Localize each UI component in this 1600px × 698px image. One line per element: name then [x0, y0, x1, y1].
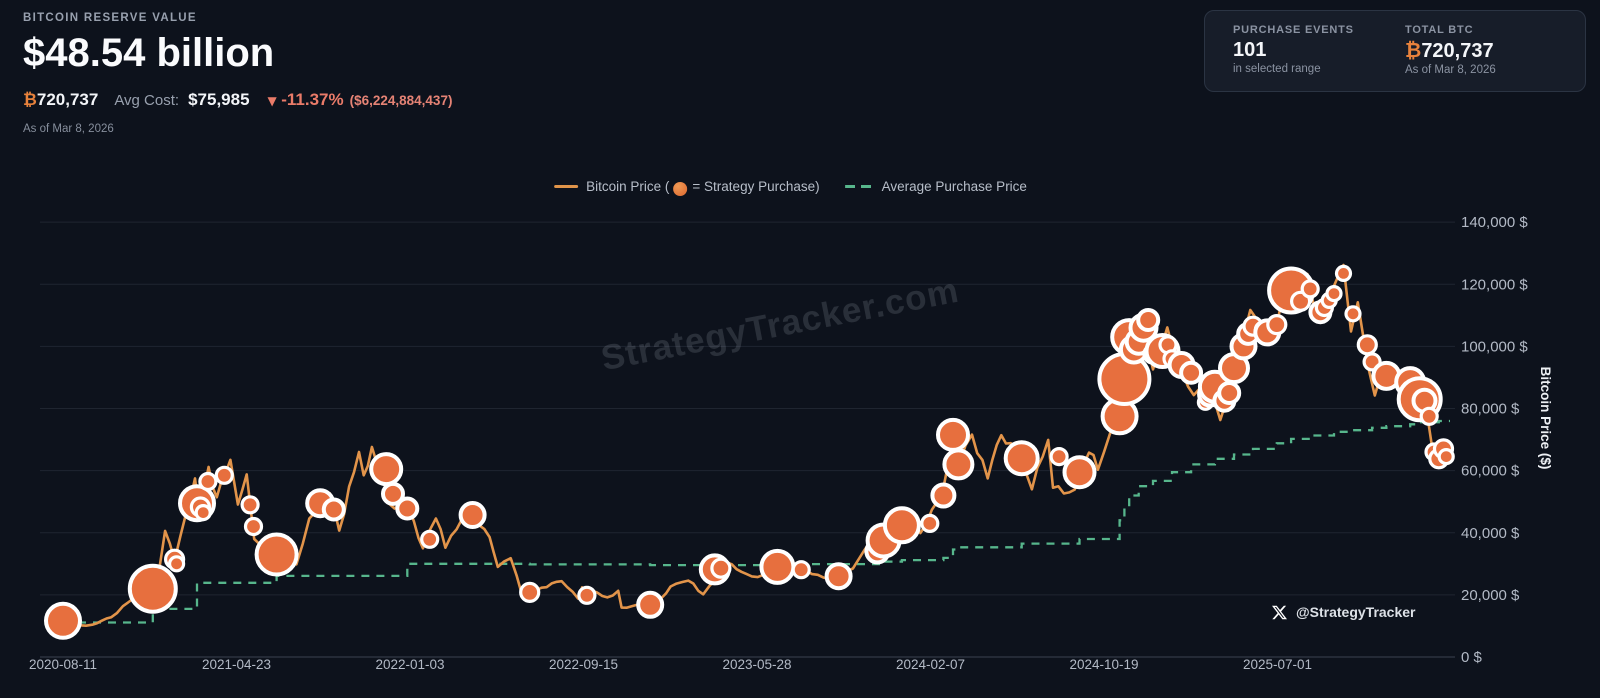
purchase-bubble[interactable]	[936, 417, 970, 452]
change-indicator: ▼ -11.37%	[268, 90, 344, 110]
purchase-bubble[interactable]	[1179, 360, 1204, 385]
purchase-bubble[interactable]	[1136, 308, 1161, 332]
chart-legend: Bitcoin Price ( = Strategy Purchase) Ave…	[554, 179, 1027, 196]
btc-holdings-value: 720,737	[36, 90, 99, 109]
x-tick-label: 2021-04-23	[202, 657, 271, 672]
purchase-bubble[interactable]	[243, 516, 264, 537]
x-logo-icon	[1272, 605, 1287, 619]
purchase-bubble[interactable]	[920, 513, 940, 534]
y-tick-label: 120,000 $	[1461, 276, 1528, 293]
x-tick-label: 2024-10-19	[1069, 657, 1138, 672]
purchase-bubble[interactable]	[214, 465, 234, 485]
purchase-bubble[interactable]	[636, 590, 665, 619]
average-price-dash-swatch	[845, 185, 873, 188]
purchase-bubble[interactable]	[942, 448, 975, 481]
purchase-bubble[interactable]	[824, 562, 853, 591]
legend-price-label-suffix: = Strategy Purchase)	[692, 179, 820, 194]
purchase-bubble[interactable]	[791, 560, 811, 580]
purchase-bubble[interactable]	[44, 601, 82, 640]
purchase-bubble[interactable]	[321, 497, 346, 522]
strategy-purchase-dot-icon	[673, 181, 688, 196]
total-btc-sub: As of Mar 8, 2026	[1405, 64, 1496, 76]
as-of-date: As of Mar 8, 2026	[23, 123, 114, 135]
y-tick-label: 100,000 $	[1461, 338, 1528, 355]
purchase-events-sub: in selected range	[1233, 63, 1321, 75]
btc-icon: ₿	[23, 90, 37, 110]
purchase-bubble[interactable]	[198, 471, 218, 492]
total-btc-stat: TOTAL BTC ₿720,737 As of Mar 8, 2026	[1405, 24, 1577, 82]
purchase-bubble[interactable]	[519, 581, 541, 604]
purchase-bubble[interactable]	[1437, 448, 1455, 466]
reserve-value: $48.54 billion	[23, 31, 275, 75]
purchase-bubble[interactable]	[1300, 279, 1320, 299]
total-btc-label: TOTAL BTC	[1405, 24, 1474, 36]
purchase-bubble[interactable]	[710, 557, 732, 579]
purchase-bubble[interactable]	[1062, 455, 1097, 490]
average-purchase-price-line	[63, 419, 1450, 624]
purchase-bubble[interactable]	[369, 452, 404, 487]
page-title: BITCOIN RESERVE VALUE	[23, 12, 197, 24]
x-tick-label: 2022-01-03	[375, 657, 444, 672]
purchase-bubble[interactable]	[1334, 264, 1353, 282]
purchase-bubble[interactable]	[1419, 406, 1439, 426]
legend-average-label: Average Purchase Price	[881, 179, 1027, 194]
purchase-bubble[interactable]	[254, 532, 299, 577]
purchase-bubble[interactable]	[395, 496, 420, 521]
purchase-bubble[interactable]	[882, 506, 921, 545]
purchase-bubble[interactable]	[420, 529, 440, 549]
x-tick-label: 2022-09-15	[549, 657, 618, 672]
down-arrow-icon: ▼	[267, 94, 277, 108]
stats-panel: PURCHASE EVENTS 101 in selected range TO…	[1204, 10, 1586, 92]
purchase-bubble[interactable]	[240, 495, 260, 515]
purchase-bubble[interactable]	[1003, 440, 1040, 477]
purchase-bubble[interactable]	[194, 503, 212, 522]
x-tick-label: 2024-02-07	[896, 657, 965, 672]
purchase-events-label: PURCHASE EVENTS	[1233, 24, 1354, 36]
btc-holdings: ₿720,737	[23, 90, 98, 110]
purchase-bubble[interactable]	[930, 482, 957, 509]
bitcoin-price-line-swatch	[554, 185, 579, 188]
purchase-bubble[interactable]	[1325, 285, 1343, 303]
y-tick-label: 60,000 $	[1461, 463, 1520, 480]
attribution-handle[interactable]: @StrategyTracker	[1296, 604, 1416, 620]
attribution[interactable]: @StrategyTracker	[1272, 604, 1416, 620]
avg-cost-label: Avg Cost:	[114, 92, 180, 109]
total-btc-value: ₿720,737	[1405, 38, 1494, 62]
x-tick-label: 2023-05-28	[722, 657, 791, 672]
avg-cost-value: $75,985	[188, 90, 250, 109]
purchase-bubble[interactable]	[458, 501, 487, 529]
y-tick-label: 140,000 $	[1461, 214, 1528, 231]
change-percent: -11.37%	[281, 90, 344, 109]
y-tick-label: 20,000 $	[1461, 587, 1520, 604]
change-absolute: ($6,224,884,437)	[349, 93, 453, 108]
purchase-bubble[interactable]	[759, 548, 796, 585]
y-axis-title: Bitcoin Price ($)	[1538, 367, 1553, 470]
y-tick-label: 0 $	[1461, 649, 1483, 666]
legend-price-label: Bitcoin Price (	[586, 179, 670, 194]
x-tick-label: 2020-08-11	[29, 657, 97, 672]
y-tick-label: 40,000 $	[1461, 525, 1520, 542]
purchase-bubble[interactable]	[168, 555, 186, 573]
purchase-bubble[interactable]	[577, 585, 597, 605]
purchase-bubble[interactable]	[1266, 314, 1288, 336]
btc-icon: ₿	[1405, 38, 1422, 62]
header-stats-row: ₿720,737 Avg Cost: $75,985 ▼ -11.37% ($6…	[23, 90, 452, 110]
purchase-events-value: 101	[1233, 39, 1267, 61]
purchase-bubble[interactable]	[1217, 381, 1242, 405]
purchase-bubble[interactable]	[127, 563, 178, 614]
x-tick-label: 2025-07-01	[1243, 657, 1312, 672]
purchase-bubble[interactable]	[381, 481, 405, 506]
purchase-bubble[interactable]	[1049, 447, 1069, 467]
purchase-bubble[interactable]	[1344, 305, 1362, 323]
purchase-bubble[interactable]	[1356, 334, 1378, 356]
y-tick-label: 80,000 $	[1461, 401, 1520, 418]
header: BITCOIN RESERVE VALUE $48.54 billion	[23, 12, 274, 74]
purchase-events-stat: PURCHASE EVENTS 101 in selected range	[1233, 24, 1405, 82]
